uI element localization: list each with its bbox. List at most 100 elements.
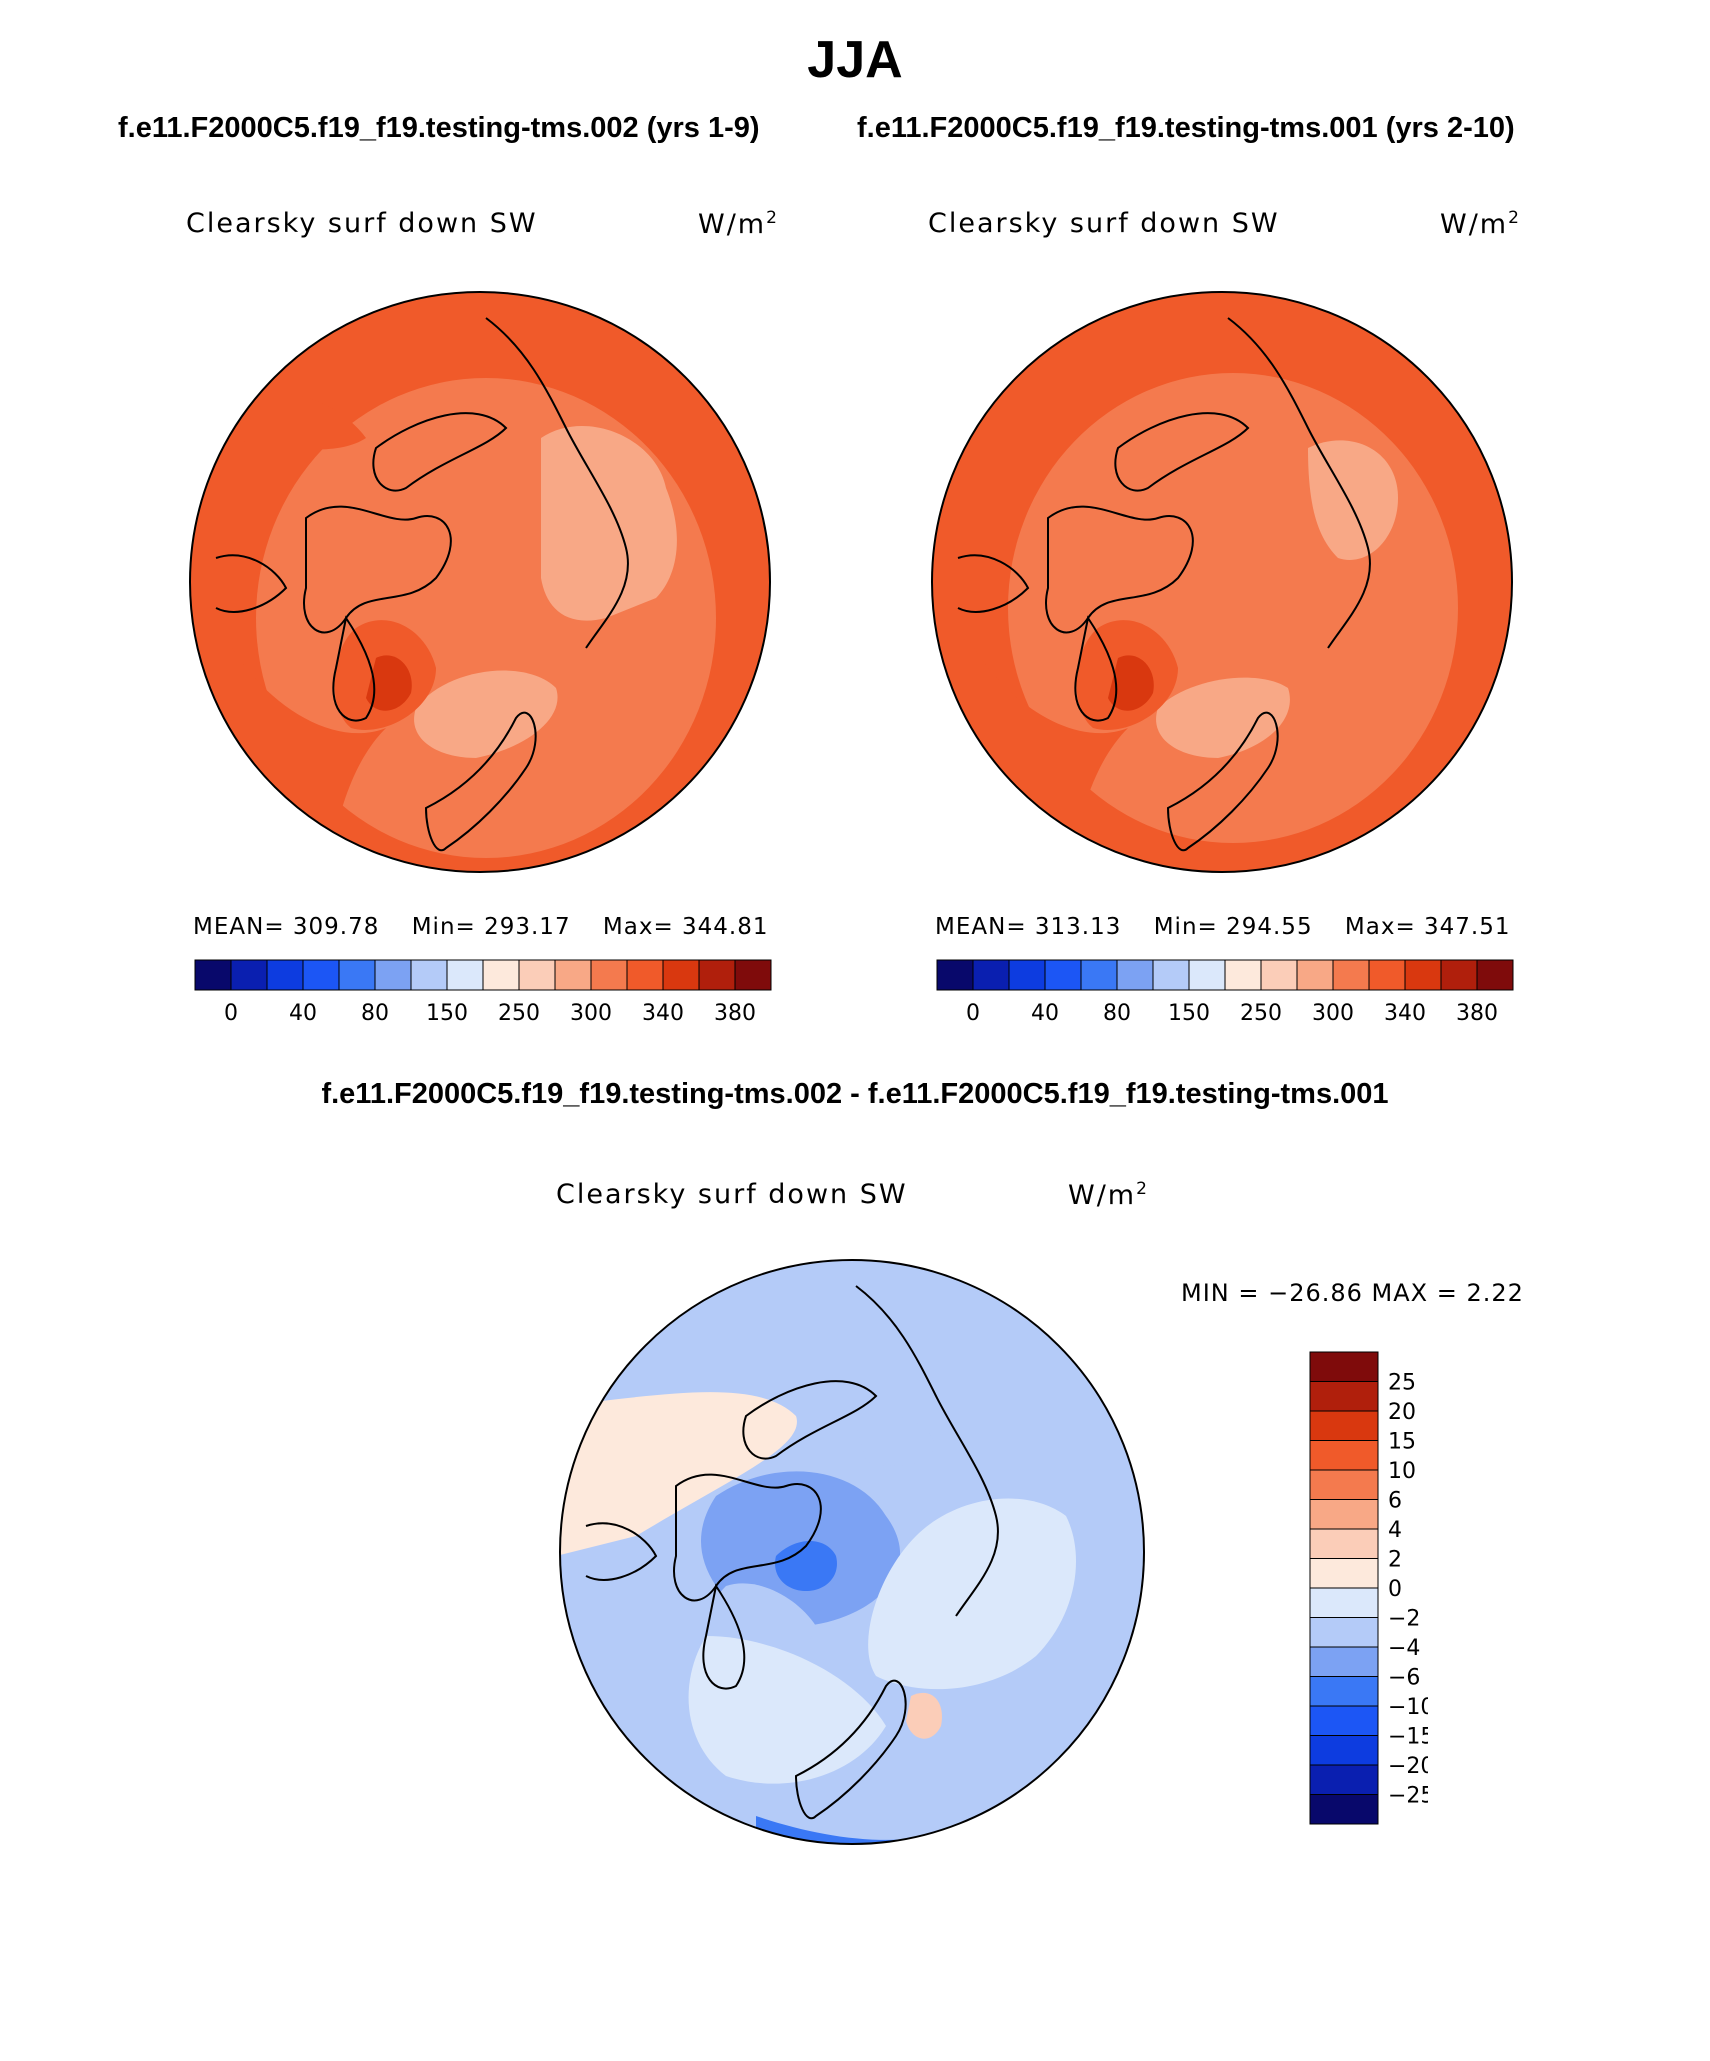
left-colorbar-swatch	[338, 959, 376, 991]
right-panel-variable: Clearsky surf down SW	[928, 208, 1280, 239]
map-field-region	[775, 1541, 837, 1591]
coastline	[372, 412, 508, 492]
right-colorbar-label: 0	[966, 1001, 980, 1026]
left-mean: MEAN= 309.78	[193, 914, 380, 940]
right-colorbar-swatch	[1008, 959, 1046, 991]
right-colorbar-swatch	[1080, 959, 1118, 991]
left-max: Max= 344.81	[602, 914, 769, 940]
left-colorbar-swatch	[518, 959, 556, 991]
right-colorbar-swatch	[1224, 959, 1262, 991]
diff-colorbar-swatch	[1309, 1499, 1379, 1530]
right-colorbar-swatch	[1296, 959, 1334, 991]
diff-colorbar-swatch	[1309, 1410, 1379, 1441]
diff-colorbar-label: −15	[1388, 1725, 1428, 1750]
right-stats: MEAN= 313.13 Min= 294.55 Max= 347.51	[935, 914, 1511, 940]
right-colorbar-swatch	[1044, 959, 1082, 991]
right-case-title: f.e11.F2000C5.f19_f19.testing-tms.001 (y…	[857, 112, 1515, 144]
diff-colorbar-label: −20	[1388, 1754, 1428, 1779]
diff-colorbar-label: 2	[1388, 1548, 1402, 1573]
right-max: Max= 347.51	[1344, 914, 1511, 940]
map-field-region	[736, 528, 770, 708]
map-field-region	[961, 638, 1128, 872]
right-map	[931, 291, 1513, 873]
map-field-region	[226, 393, 366, 450]
diff-colorbar-label: 0	[1388, 1577, 1402, 1602]
diff-panel-units: W/m2	[1068, 1179, 1149, 1211]
right-colorbar-swatch	[1476, 959, 1514, 991]
left-colorbar-swatch	[482, 959, 520, 991]
page-title: JJA	[807, 31, 903, 89]
map-field-region	[688, 1636, 886, 1784]
left-stats: MEAN= 309.78 Min= 293.17 Max= 344.81	[193, 914, 769, 940]
diff-colorbar-label: −25	[1388, 1784, 1428, 1809]
right-colorbar-swatch	[972, 959, 1010, 991]
left-colorbar-swatch	[734, 959, 772, 991]
diff-panel-variable: Clearsky surf down SW	[556, 1179, 908, 1210]
map-field-region	[1156, 677, 1290, 758]
left-colorbar: 0 40 80 150 250 300 340 380	[194, 959, 772, 1026]
map-field-region	[366, 655, 412, 711]
right-colorbar-swatch	[1368, 959, 1406, 991]
map-field-region	[541, 426, 677, 621]
coastline	[742, 1380, 878, 1460]
left-colorbar-swatch	[194, 959, 232, 991]
left-colorbar-label: 0	[224, 1001, 238, 1026]
left-case-title: f.e11.F2000C5.f19_f19.testing-tms.002 (y…	[118, 112, 760, 144]
left-colorbar-label: 40	[289, 1001, 317, 1026]
diff-colorbar-swatch	[1309, 1528, 1379, 1559]
coastline	[794, 1679, 907, 1820]
right-colorbar-swatch	[1152, 959, 1190, 991]
left-colorbar-swatch	[662, 959, 700, 991]
diff-colorbar-swatch	[1309, 1351, 1379, 1382]
right-min: Min= 294.55	[1153, 914, 1313, 940]
left-colorbar-swatch	[626, 959, 664, 991]
diff-colorbar-swatch	[1309, 1764, 1379, 1795]
right-colorbar-label: 40	[1031, 1001, 1059, 1026]
coastline	[1227, 317, 1371, 649]
left-colorbar-swatch	[698, 959, 736, 991]
map-field-region	[219, 638, 386, 872]
diff-colorbar-label: 25	[1388, 1371, 1416, 1396]
map-field-region	[1478, 528, 1512, 708]
left-colorbar-label: 300	[570, 1001, 612, 1026]
coastline	[1045, 505, 1194, 634]
map-field-region	[906, 1692, 942, 1739]
diff-colorbar-label: 20	[1388, 1400, 1416, 1425]
diff-colorbar-swatch	[1309, 1794, 1379, 1825]
diff-colorbar-label: 6	[1388, 1489, 1402, 1514]
right-colorbar-swatch	[1440, 959, 1478, 991]
map-field-region	[856, 1415, 936, 1466]
diff-colorbar-label: −2	[1388, 1607, 1420, 1632]
coastline	[303, 505, 452, 634]
left-colorbar-label: 380	[714, 1001, 756, 1026]
coastline	[673, 1473, 822, 1602]
diff-colorbar-label: 4	[1388, 1518, 1402, 1543]
diff-colorbar-swatch	[1309, 1735, 1379, 1766]
diff-colorbar-swatch	[1309, 1381, 1379, 1412]
right-colorbar-swatch	[1404, 959, 1442, 991]
diff-colorbar-label: −10	[1388, 1695, 1428, 1720]
diff-colorbar-swatch	[1309, 1705, 1379, 1736]
right-colorbar-label: 340	[1384, 1001, 1426, 1026]
coastline	[1166, 711, 1279, 852]
left-colorbar-swatch	[230, 959, 268, 991]
diff-colorbar-swatch	[1309, 1646, 1379, 1677]
left-colorbar-swatch	[590, 959, 628, 991]
diff-case-title: f.e11.F2000C5.f19_f19.testing-tms.002 - …	[321, 1078, 1389, 1110]
left-colorbar-label: 250	[498, 1001, 540, 1026]
diff-colorbar-label: 15	[1388, 1430, 1416, 1455]
right-colorbar-label: 300	[1312, 1001, 1354, 1026]
coastline	[424, 711, 537, 852]
left-colorbar-swatch	[410, 959, 448, 991]
coastline	[1074, 615, 1118, 722]
right-colorbar-label: 150	[1168, 1001, 1210, 1026]
diff-minmax: MIN = −26.86 MAX = 2.22	[1181, 1279, 1524, 1307]
coastline	[585, 1522, 658, 1581]
right-colorbar-swatch	[1116, 959, 1154, 991]
left-colorbar-label: 80	[361, 1001, 389, 1026]
map-field-region	[1108, 655, 1154, 711]
coastline	[702, 1583, 746, 1690]
left-map	[189, 291, 771, 873]
right-colorbar-label: 380	[1456, 1001, 1498, 1026]
